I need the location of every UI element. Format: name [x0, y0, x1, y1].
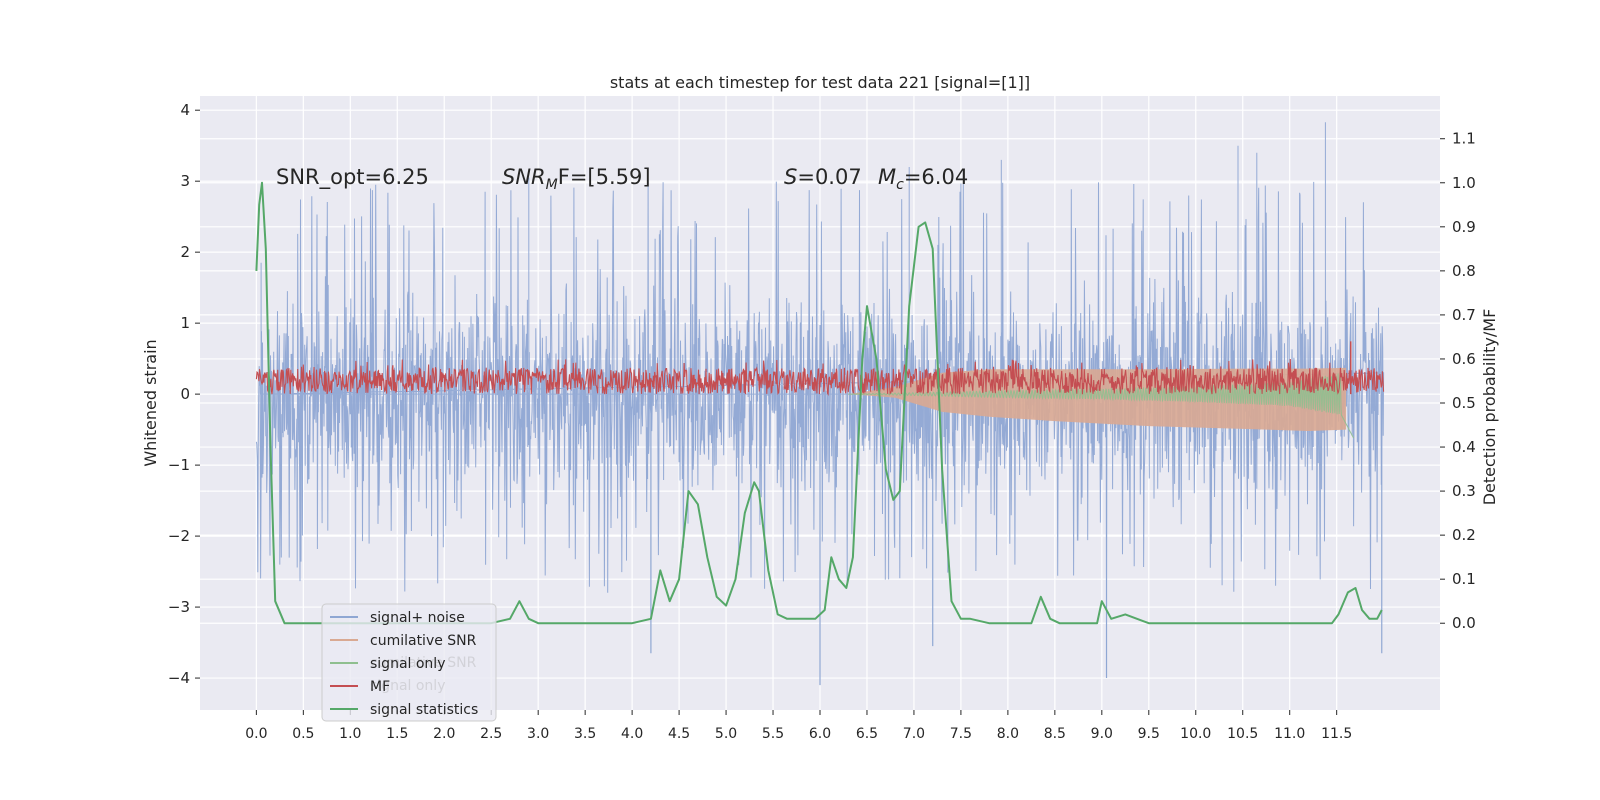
y-right-ticks: 1.1 1.0 0.9 0.8 0.7 0.6 0.5 0.4 0.3 0.2 0.1 0.0 [1440, 130, 1476, 632]
annotation-snr-opt: SNR_opt=6.25 [276, 165, 429, 190]
annotation-snr-mf-symbol: SNR [502, 165, 546, 189]
annotation-s: S=0.07 [784, 165, 862, 189]
x-tick-label: 10.0 [1180, 726, 1211, 742]
legend-label-4: signal statistics [370, 702, 478, 718]
legend-label-3: MF [370, 679, 390, 695]
x-tick-label: 2.0 [433, 726, 455, 742]
x-tick-label: 7.5 [950, 726, 972, 742]
legend-ghost-text-1: cumilative SNR [370, 655, 477, 671]
y-left-tick-label: −3 [168, 598, 190, 616]
annotation-snr-mf-value: F=[5.59] [558, 165, 651, 189]
signal-noise-trace [255, 122, 1385, 593]
x-tick-label: 5.0 [715, 726, 737, 742]
annotation-s-value: =0.07 [797, 165, 861, 189]
signal-noise-layer [255, 122, 1385, 686]
y-right-tick-label: 1.1 [1452, 130, 1476, 148]
annotation-snr-mf-subscript: M [546, 177, 558, 193]
x-tick-label: 9.0 [1091, 726, 1113, 742]
x-tick-label: 0.0 [245, 726, 267, 742]
x-tick-label: 1.5 [386, 726, 408, 742]
y-right-tick-label: 0.9 [1452, 218, 1476, 236]
y-right-tick-label: 0.4 [1452, 438, 1476, 456]
y-right-tick-label: 1.0 [1452, 174, 1476, 192]
y-right-tick-label: 0.3 [1452, 482, 1476, 500]
annotation-mc-subscript: c [896, 177, 904, 193]
y-left-ticks: 4 3 2 1 0 −1 −2 −3 −4 [168, 101, 200, 687]
y-axis-label-right: Detection probability/MF [1480, 309, 1499, 506]
x-tick-label: 7.0 [903, 726, 925, 742]
y-right-tick-label: 0.0 [1452, 614, 1476, 632]
x-tick-label: 2.5 [480, 726, 502, 742]
y-right-tick-label: 0.2 [1452, 526, 1476, 544]
annotation-mc-symbol: M [878, 165, 896, 189]
y-axis-label-left: Whitened strain [141, 339, 160, 466]
x-tick-label: 6.0 [809, 726, 831, 742]
y-right-tick-label: 0.1 [1452, 570, 1476, 588]
x-tick-label: 8.0 [997, 726, 1019, 742]
y-left-tick-label: 3 [180, 172, 190, 190]
x-tick-label: 4.0 [621, 726, 643, 742]
x-tick-label: 3.0 [527, 726, 549, 742]
x-tick-label: 9.5 [1138, 726, 1160, 742]
y-right-tick-label: 0.6 [1452, 350, 1476, 368]
x-tick-label: 0.5 [292, 726, 314, 742]
legend-box [321, 603, 497, 722]
y-left-tick-label: 1 [180, 314, 190, 332]
annotation-mc: Mc=6.04 [878, 165, 968, 193]
y-right-tick-label: 0.7 [1452, 306, 1476, 324]
x-tick-label: 3.5 [574, 726, 596, 742]
chart-title: stats at each timestep for test data 221… [610, 73, 1030, 92]
x-tick-label: 4.5 [668, 726, 690, 742]
y-left-tick-label: −2 [168, 527, 190, 545]
signal-statistics-layer [255, 181, 1383, 625]
y-left-tick-label: −1 [168, 456, 190, 474]
y-right-tick-label: 0.5 [1452, 394, 1476, 412]
x-tick-label: 10.5 [1227, 726, 1258, 742]
x-tick-label: 11.5 [1321, 726, 1352, 742]
y-left-tick-label: 2 [180, 243, 190, 261]
y-left-tick-label: 4 [180, 101, 190, 119]
legend-label-0: signal+ noise [370, 610, 465, 626]
mf-layer [255, 341, 1385, 397]
annotation-s-symbol: S [784, 165, 797, 189]
x-tick-label: 5.5 [762, 726, 784, 742]
x-tick-label: 6.5 [856, 726, 878, 742]
y-left-tick-label: 0 [180, 385, 190, 403]
annotation-snr-mf: SNRMF=[5.59] [502, 165, 651, 193]
x-tick-label: 1.0 [339, 726, 361, 742]
x-tick-label: 8.5 [1044, 726, 1066, 742]
x-ticks: 0.0 0.5 1.0 1.5 2.0 2.5 3.0 3.5 4.0 4.5 5.0 5.5 6.0 6… [245, 710, 1352, 742]
annotation-mc-value: =6.04 [904, 165, 968, 189]
y-right-tick-label: 0.8 [1452, 262, 1476, 280]
y-left-tick-label: −4 [168, 669, 190, 687]
legend-label-1: cumilative SNR [370, 633, 477, 649]
signal-statistics-line [255, 181, 1383, 625]
x-tick-label: 11.0 [1274, 726, 1305, 742]
mf-trace [255, 358, 1385, 397]
legend: cumilative SNR signal only signal+ noise… [321, 603, 497, 722]
legend-label-2: signal only [370, 656, 445, 672]
legend-ghost-text-2: signal only [370, 678, 445, 694]
